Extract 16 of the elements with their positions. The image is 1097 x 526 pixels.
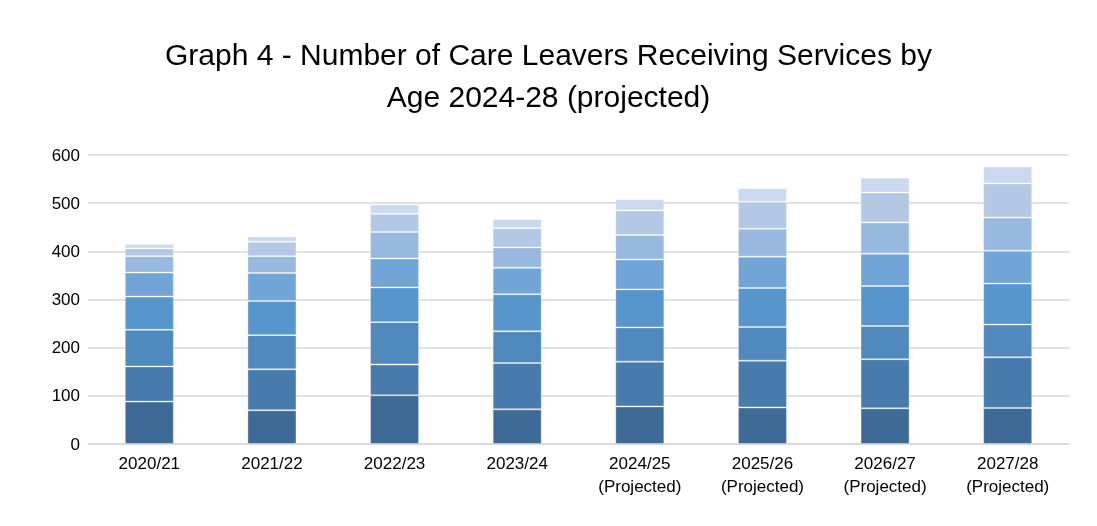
x-tick-label: 2027/28 (Projected) xyxy=(966,454,1050,496)
x-tick-label: 2023/24 xyxy=(486,454,548,473)
y-tick-label: 0 xyxy=(70,434,80,454)
x-tick-label: 2026/27 (Projected) xyxy=(843,454,927,496)
y-tick-label: 600 xyxy=(51,145,80,165)
x-tick-label: 2021/22 xyxy=(241,454,303,473)
y-tick-label: 500 xyxy=(51,193,80,213)
x-tick-label: 2022/23 xyxy=(363,454,426,473)
y-tick-label: 400 xyxy=(51,241,80,261)
y-tick-label: 300 xyxy=(51,290,80,309)
x-tick-label: 2025/26 (Projected) xyxy=(720,454,805,496)
x-tick-label: 2024/25 (Projected) xyxy=(598,454,682,496)
y-tick-label: 100 xyxy=(51,386,80,406)
y-tick-label: 200 xyxy=(51,338,80,358)
chart-title: Graph 4 - Number of Care Leavers Receiving Services by Age 2024-28 (projected) xyxy=(165,37,932,113)
x-tick-label: 2020/21 xyxy=(118,454,181,473)
